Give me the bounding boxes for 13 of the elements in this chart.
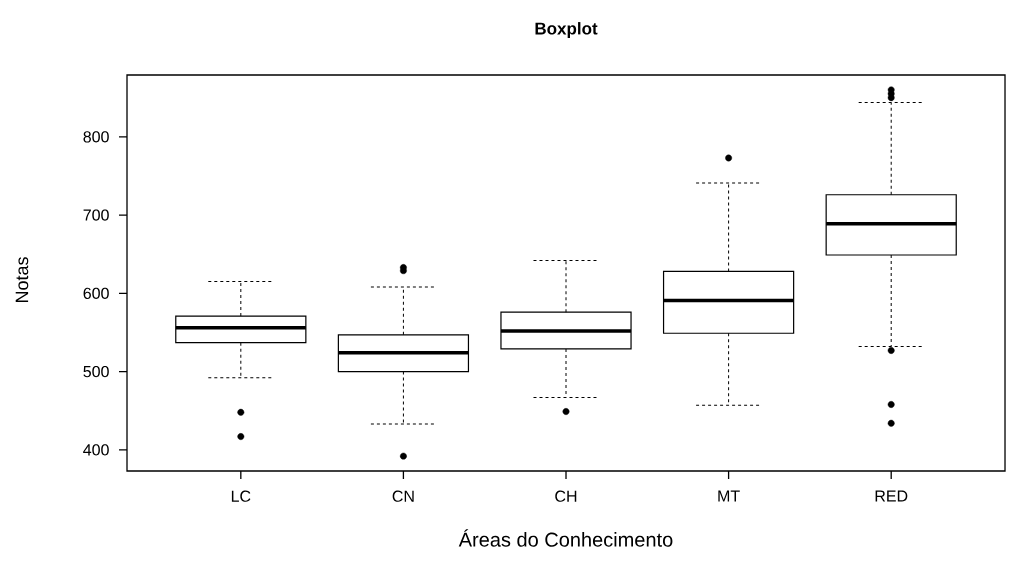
y-tick-label: 500 (83, 365, 109, 378)
x-axis-title: Áreas do Conhecimento (458, 529, 673, 547)
y-tick-label: 400 (83, 444, 109, 456)
x-tick-label: CN (392, 490, 414, 502)
y-axis-title: Notas (15, 257, 29, 303)
x-tick-label: RED (875, 490, 908, 502)
x-tick-label: MT (718, 490, 740, 502)
y-tick-label: 700 (83, 209, 109, 221)
x-tick-label: CH (555, 490, 577, 502)
y-tick-label: 800 (83, 131, 109, 143)
chart-title: Boxplot (535, 22, 598, 38)
x-tick-label: LC (231, 490, 251, 502)
y-tick-label: 600 (83, 287, 109, 300)
